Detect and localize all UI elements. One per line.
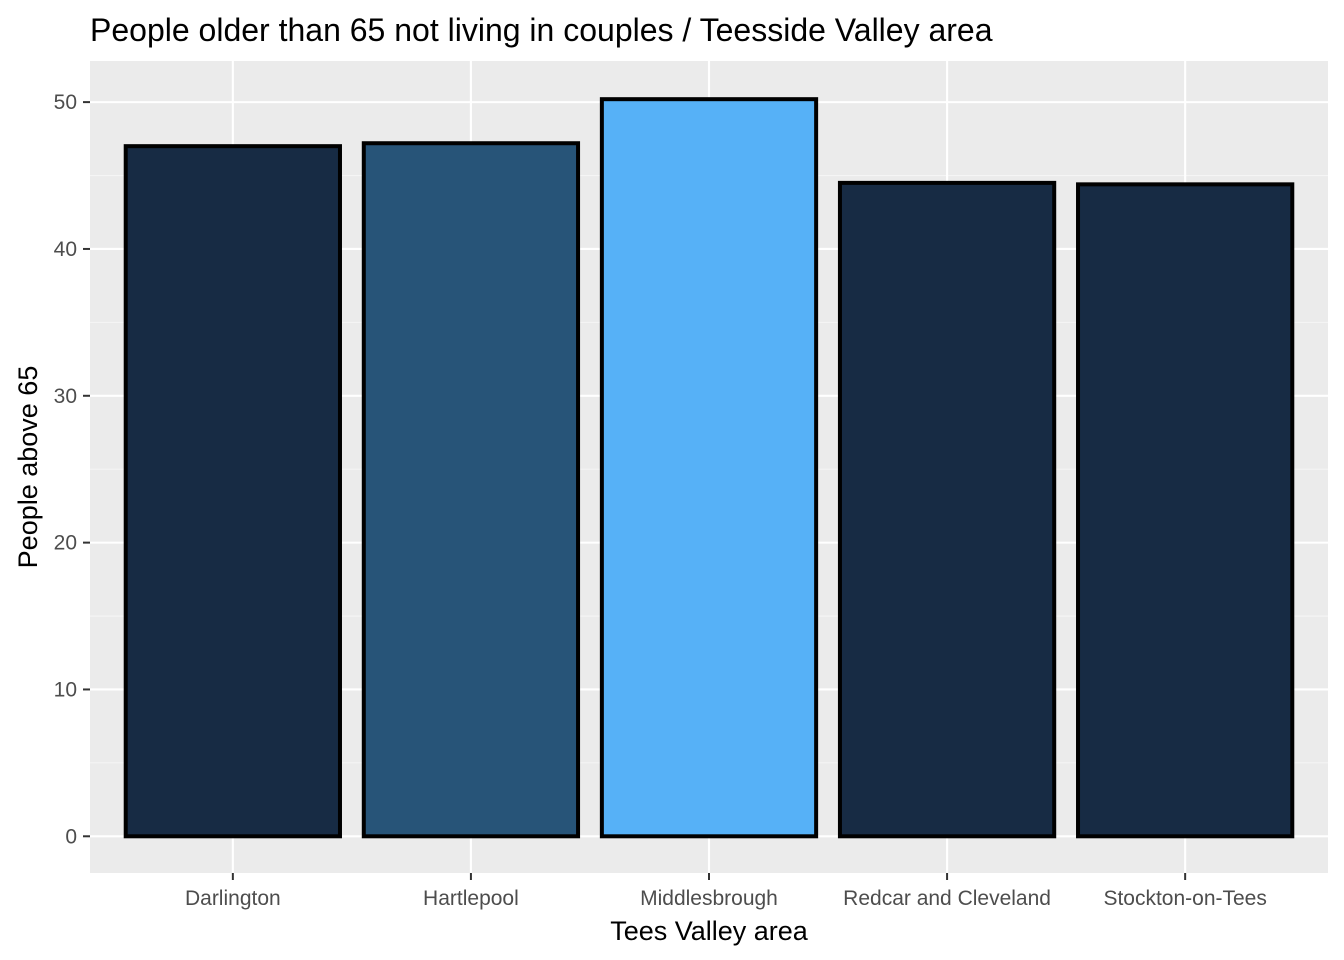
x-tick-label: Middlesbrough: [640, 887, 778, 910]
axis-ticks: 0 10 20 30 40 50 Darlington Hartlepool Middlesbr…: [54, 91, 1267, 910]
y-tick-label: 50: [54, 91, 77, 114]
x-tick-label: Darlington: [185, 887, 281, 910]
y-tick-label: 30: [54, 385, 77, 408]
bar-middlesbrough: [599, 97, 819, 839]
bar-redcar-and-cleveland: [837, 180, 1057, 839]
y-tick-label: 10: [54, 678, 77, 701]
y-axis-title: People above 65: [13, 366, 43, 569]
x-tick-label: Redcar and Cleveland: [843, 887, 1051, 910]
bar-stockton-on-tees: [1076, 182, 1295, 839]
x-axis-title: Tees Valley area: [610, 916, 809, 946]
bar-hartlepool: [361, 141, 581, 839]
chart-title: People older than 65 not living in coupl…: [90, 12, 993, 48]
x-tick-label: Stockton-on-Tees: [1103, 887, 1266, 910]
x-tick-label: Hartlepool: [423, 887, 519, 910]
y-tick-label: 20: [54, 532, 77, 555]
bars: [123, 97, 1295, 839]
bar-darlington: [123, 144, 342, 839]
y-tick-label: 0: [65, 825, 77, 848]
y-tick-label: 40: [54, 238, 77, 261]
